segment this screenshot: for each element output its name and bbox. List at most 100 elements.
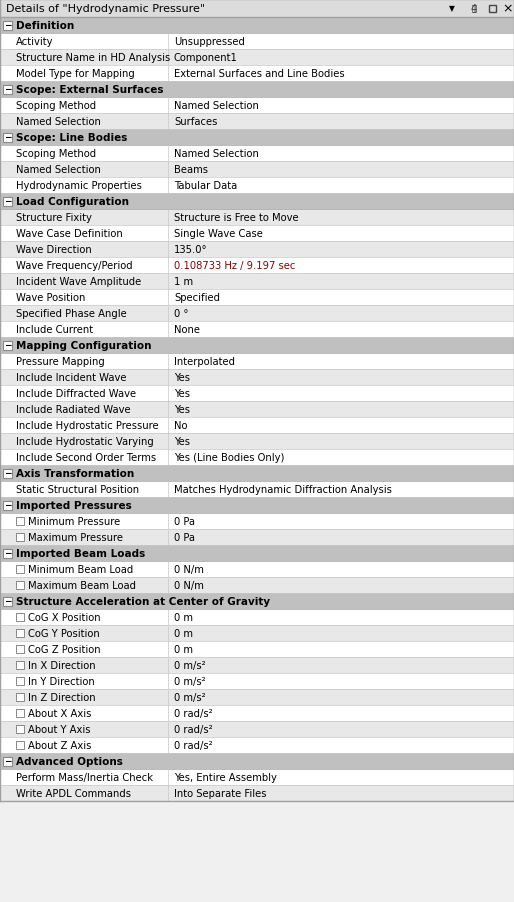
- Text: 0 rad/s²: 0 rad/s²: [174, 708, 213, 718]
- Bar: [0, 753, 514, 769]
- Text: About Y Axis: About Y Axis: [28, 724, 90, 734]
- Bar: [168, 273, 514, 290]
- Text: Scoping Method: Scoping Method: [16, 149, 96, 159]
- Text: Definition: Definition: [16, 21, 74, 31]
- Bar: [0, 705, 168, 722]
- Text: Static Structural Position: Static Structural Position: [16, 484, 139, 494]
- Text: 0 m: 0 m: [174, 629, 193, 639]
- Text: Specified: Specified: [174, 292, 220, 303]
- Text: Perform Mass/Inertia Check: Perform Mass/Inertia Check: [16, 772, 153, 782]
- Text: Include Hydrostatic Varying: Include Hydrostatic Varying: [16, 437, 154, 446]
- Text: In Y Direction: In Y Direction: [28, 676, 95, 686]
- Text: −: −: [4, 22, 11, 31]
- Text: 且: 且: [471, 5, 476, 14]
- Bar: [16, 694, 24, 701]
- Bar: [168, 449, 514, 465]
- Bar: [16, 533, 24, 541]
- Text: Yes (Line Bodies Only): Yes (Line Bodies Only): [174, 453, 284, 463]
- Text: ×: ×: [503, 3, 513, 15]
- Text: 0 m/s²: 0 m/s²: [174, 676, 206, 686]
- Text: Yes: Yes: [174, 373, 190, 382]
- Bar: [3, 133, 12, 143]
- Text: Yes, Entire Assembly: Yes, Entire Assembly: [174, 772, 277, 782]
- Text: Tabular Data: Tabular Data: [174, 180, 237, 191]
- Text: Hydrodynamic Properties: Hydrodynamic Properties: [16, 180, 142, 191]
- Bar: [168, 178, 514, 194]
- Text: 0 rad/s²: 0 rad/s²: [174, 724, 213, 734]
- Text: Beams: Beams: [174, 165, 208, 175]
- Text: About X Axis: About X Axis: [28, 708, 91, 718]
- Text: 0.108733 Hz / 9.197 sec: 0.108733 Hz / 9.197 sec: [174, 261, 296, 271]
- Bar: [0, 82, 514, 98]
- Text: Component1: Component1: [174, 53, 238, 63]
- Bar: [168, 401, 514, 418]
- Text: Include Current: Include Current: [16, 325, 93, 335]
- Text: 4: 4: [471, 4, 477, 14]
- Bar: [168, 354, 514, 370]
- Text: Named Selection: Named Selection: [16, 165, 101, 175]
- Bar: [0, 561, 168, 577]
- Bar: [16, 725, 24, 733]
- Text: −: −: [4, 757, 11, 766]
- Bar: [0, 769, 168, 785]
- Bar: [16, 518, 24, 526]
- Bar: [0, 370, 168, 385]
- Text: 0 m/s²: 0 m/s²: [174, 660, 206, 670]
- Bar: [168, 385, 514, 401]
- Bar: [3, 86, 12, 95]
- Bar: [0, 273, 168, 290]
- Text: Structure Name in HD Analysis: Structure Name in HD Analysis: [16, 53, 170, 63]
- Text: Single Wave Case: Single Wave Case: [174, 229, 263, 239]
- Text: CoG Z Position: CoG Z Position: [28, 644, 101, 654]
- Bar: [168, 769, 514, 785]
- Bar: [0, 385, 168, 401]
- Bar: [0, 18, 514, 34]
- Text: 0 °: 0 °: [174, 308, 189, 318]
- Text: Structure Fixity: Structure Fixity: [16, 213, 92, 223]
- Bar: [0, 610, 168, 625]
- Bar: [0, 449, 168, 465]
- Bar: [0, 146, 168, 161]
- Text: Wave Position: Wave Position: [16, 292, 85, 303]
- Text: Include Diffracted Wave: Include Diffracted Wave: [16, 389, 136, 399]
- Text: Named Selection: Named Selection: [16, 117, 101, 127]
- Bar: [168, 370, 514, 385]
- Bar: [3, 22, 12, 31]
- Bar: [0, 785, 168, 801]
- Bar: [0, 34, 168, 50]
- Text: Yes: Yes: [174, 437, 190, 446]
- Text: Interpolated: Interpolated: [174, 356, 235, 366]
- Bar: [168, 66, 514, 82]
- Bar: [168, 114, 514, 130]
- Text: CoG Y Position: CoG Y Position: [28, 629, 100, 639]
- Text: Unsuppressed: Unsuppressed: [174, 37, 245, 47]
- Bar: [0, 194, 514, 210]
- Text: Named Selection: Named Selection: [174, 101, 259, 111]
- Text: Into Separate Files: Into Separate Files: [174, 788, 266, 798]
- Bar: [3, 501, 12, 510]
- Text: Minimum Pressure: Minimum Pressure: [28, 517, 120, 527]
- Text: About Z Axis: About Z Axis: [28, 741, 91, 750]
- Bar: [16, 677, 24, 686]
- Bar: [0, 337, 514, 354]
- Bar: [0, 497, 514, 513]
- Text: −: −: [4, 469, 11, 478]
- Bar: [168, 210, 514, 226]
- Text: Scoping Method: Scoping Method: [16, 101, 96, 111]
- Bar: [168, 577, 514, 594]
- Bar: [0, 546, 514, 561]
- Bar: [168, 242, 514, 258]
- Text: 135.0°: 135.0°: [174, 244, 208, 254]
- Bar: [3, 198, 12, 207]
- Text: In X Direction: In X Direction: [28, 660, 96, 670]
- Text: Structure is Free to Move: Structure is Free to Move: [174, 213, 299, 223]
- Text: Incident Wave Amplitude: Incident Wave Amplitude: [16, 277, 141, 287]
- Text: Model Type for Mapping: Model Type for Mapping: [16, 69, 135, 78]
- Bar: [0, 290, 168, 306]
- Text: 0 Pa: 0 Pa: [174, 532, 195, 542]
- Bar: [0, 161, 168, 178]
- Text: Include Second Order Terms: Include Second Order Terms: [16, 453, 156, 463]
- Text: Named Selection: Named Selection: [174, 149, 259, 159]
- Bar: [168, 290, 514, 306]
- Text: 0 m: 0 m: [174, 644, 193, 654]
